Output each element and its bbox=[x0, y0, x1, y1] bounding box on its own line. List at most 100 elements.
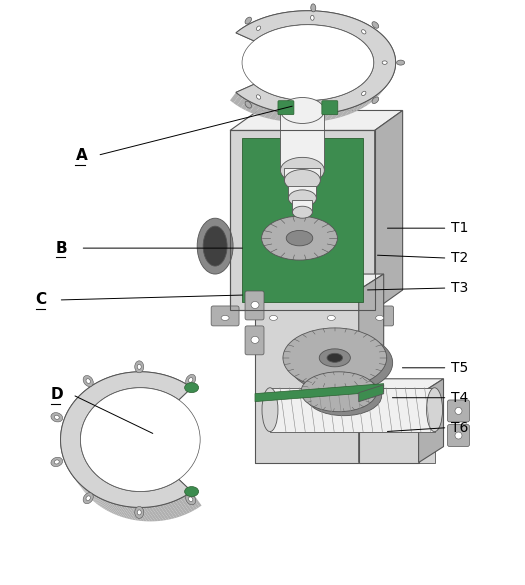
Ellipse shape bbox=[256, 26, 260, 30]
Text: B: B bbox=[56, 240, 67, 256]
Polygon shape bbox=[237, 98, 247, 108]
Polygon shape bbox=[388, 54, 395, 66]
Ellipse shape bbox=[185, 383, 198, 393]
Ellipse shape bbox=[301, 372, 377, 412]
Polygon shape bbox=[335, 109, 346, 119]
Polygon shape bbox=[359, 378, 444, 395]
Polygon shape bbox=[418, 378, 444, 463]
Ellipse shape bbox=[372, 97, 379, 104]
Ellipse shape bbox=[54, 415, 59, 419]
Polygon shape bbox=[354, 102, 365, 112]
FancyBboxPatch shape bbox=[245, 326, 264, 355]
Polygon shape bbox=[389, 64, 396, 75]
Ellipse shape bbox=[251, 301, 259, 308]
Polygon shape bbox=[65, 462, 76, 478]
Polygon shape bbox=[302, 114, 313, 122]
Polygon shape bbox=[102, 499, 114, 514]
Polygon shape bbox=[340, 108, 351, 118]
Polygon shape bbox=[230, 111, 403, 130]
Polygon shape bbox=[156, 505, 170, 520]
Ellipse shape bbox=[86, 378, 90, 383]
Ellipse shape bbox=[80, 388, 200, 491]
Text: C: C bbox=[36, 292, 47, 308]
Polygon shape bbox=[134, 507, 147, 521]
Polygon shape bbox=[255, 288, 359, 463]
Polygon shape bbox=[60, 441, 71, 457]
Polygon shape bbox=[380, 84, 388, 95]
Polygon shape bbox=[254, 106, 265, 116]
Polygon shape bbox=[107, 501, 120, 516]
Polygon shape bbox=[280, 111, 324, 170]
Polygon shape bbox=[270, 388, 435, 432]
Polygon shape bbox=[77, 481, 89, 497]
Polygon shape bbox=[60, 372, 192, 507]
Ellipse shape bbox=[185, 487, 198, 497]
Text: T5: T5 bbox=[452, 361, 469, 375]
Ellipse shape bbox=[188, 497, 193, 501]
Polygon shape bbox=[75, 479, 87, 495]
Polygon shape bbox=[123, 506, 136, 520]
Polygon shape bbox=[145, 507, 158, 521]
Polygon shape bbox=[115, 504, 128, 519]
Polygon shape bbox=[371, 92, 380, 103]
Ellipse shape bbox=[221, 315, 229, 321]
Ellipse shape bbox=[311, 105, 314, 110]
Ellipse shape bbox=[362, 30, 366, 34]
Polygon shape bbox=[69, 470, 81, 487]
Text: T6: T6 bbox=[452, 421, 469, 435]
Ellipse shape bbox=[245, 101, 251, 108]
Ellipse shape bbox=[319, 349, 350, 367]
Ellipse shape bbox=[372, 22, 379, 28]
Polygon shape bbox=[359, 385, 384, 402]
Polygon shape bbox=[255, 274, 384, 290]
Polygon shape bbox=[126, 507, 139, 521]
FancyBboxPatch shape bbox=[322, 101, 338, 115]
Polygon shape bbox=[90, 493, 103, 508]
Polygon shape bbox=[386, 74, 393, 85]
Ellipse shape bbox=[283, 328, 387, 388]
Polygon shape bbox=[97, 497, 110, 512]
Polygon shape bbox=[230, 130, 375, 310]
FancyBboxPatch shape bbox=[447, 425, 469, 446]
Ellipse shape bbox=[286, 230, 313, 246]
Polygon shape bbox=[100, 498, 112, 513]
Ellipse shape bbox=[382, 61, 387, 64]
Ellipse shape bbox=[137, 510, 141, 515]
Polygon shape bbox=[129, 507, 141, 521]
Polygon shape bbox=[319, 113, 330, 122]
Polygon shape bbox=[234, 95, 243, 105]
Polygon shape bbox=[255, 384, 384, 402]
Polygon shape bbox=[345, 106, 356, 116]
Polygon shape bbox=[79, 483, 90, 498]
Ellipse shape bbox=[285, 170, 320, 191]
Ellipse shape bbox=[327, 353, 343, 362]
FancyBboxPatch shape bbox=[259, 306, 287, 326]
Polygon shape bbox=[180, 497, 193, 512]
Polygon shape bbox=[259, 108, 270, 118]
Text: D: D bbox=[50, 387, 63, 402]
Polygon shape bbox=[148, 507, 161, 521]
Polygon shape bbox=[359, 274, 384, 463]
Polygon shape bbox=[170, 501, 183, 517]
Polygon shape bbox=[350, 104, 361, 114]
Polygon shape bbox=[177, 498, 190, 514]
Ellipse shape bbox=[245, 17, 251, 24]
Polygon shape bbox=[291, 114, 302, 122]
Ellipse shape bbox=[188, 378, 193, 383]
Polygon shape bbox=[67, 466, 78, 483]
Polygon shape bbox=[173, 501, 185, 515]
Ellipse shape bbox=[135, 361, 144, 373]
Polygon shape bbox=[140, 507, 153, 521]
Polygon shape bbox=[95, 495, 107, 511]
Polygon shape bbox=[308, 114, 319, 122]
Polygon shape bbox=[280, 113, 291, 122]
Text: T1: T1 bbox=[452, 221, 469, 235]
Ellipse shape bbox=[83, 493, 93, 504]
Polygon shape bbox=[61, 446, 71, 462]
Ellipse shape bbox=[83, 376, 93, 387]
Polygon shape bbox=[160, 505, 172, 519]
Polygon shape bbox=[137, 507, 150, 521]
Text: A: A bbox=[76, 148, 87, 163]
Ellipse shape bbox=[86, 496, 90, 501]
Polygon shape bbox=[187, 493, 200, 508]
